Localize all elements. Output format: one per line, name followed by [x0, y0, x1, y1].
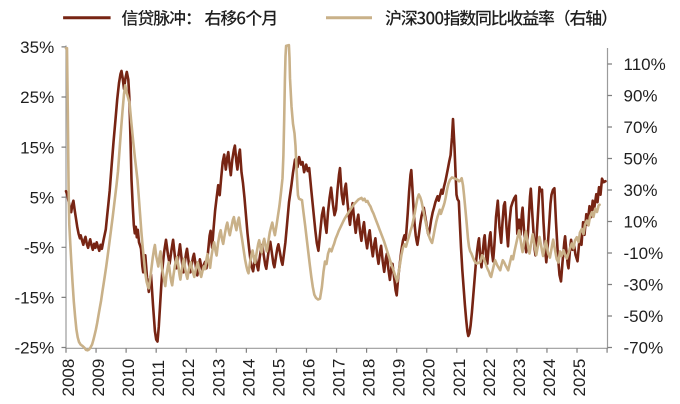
svg-text:2020: 2020	[420, 359, 439, 397]
svg-text:2012: 2012	[179, 359, 198, 397]
svg-text:2009: 2009	[89, 359, 108, 397]
svg-text:30%: 30%	[624, 181, 658, 200]
svg-text:-15%: -15%	[15, 289, 55, 308]
svg-text:-30%: -30%	[624, 276, 664, 295]
svg-text:2010: 2010	[119, 359, 138, 397]
svg-text:-5%: -5%	[24, 239, 54, 258]
svg-text:2021: 2021	[450, 359, 469, 397]
svg-text:25%: 25%	[20, 88, 54, 107]
svg-text:90%: 90%	[624, 87, 658, 106]
svg-text:2019: 2019	[390, 359, 409, 397]
svg-text:-50%: -50%	[624, 307, 664, 326]
svg-text:110%: 110%	[624, 55, 666, 74]
svg-text:10%: 10%	[624, 213, 658, 232]
svg-text:15%: 15%	[20, 138, 54, 157]
svg-text:2016: 2016	[299, 359, 318, 397]
svg-text:2015: 2015	[269, 359, 288, 397]
svg-text:2008: 2008	[59, 359, 78, 397]
svg-text:5%: 5%	[30, 188, 55, 207]
svg-text:2023: 2023	[510, 359, 529, 397]
svg-text:50%: 50%	[624, 150, 658, 169]
svg-text:-10%: -10%	[624, 244, 664, 263]
svg-text:2017: 2017	[330, 359, 349, 397]
svg-text:2024: 2024	[540, 359, 559, 397]
svg-text:2011: 2011	[149, 360, 168, 397]
svg-text:2014: 2014	[239, 359, 258, 397]
svg-text:2013: 2013	[209, 359, 228, 397]
svg-text:35%: 35%	[20, 38, 54, 57]
svg-text:70%: 70%	[624, 118, 658, 137]
svg-text:2022: 2022	[480, 359, 499, 397]
svg-text:-25%: -25%	[15, 339, 55, 358]
svg-text:2025: 2025	[570, 359, 589, 397]
svg-text:2018: 2018	[360, 359, 379, 397]
svg-text:-70%: -70%	[624, 339, 664, 358]
